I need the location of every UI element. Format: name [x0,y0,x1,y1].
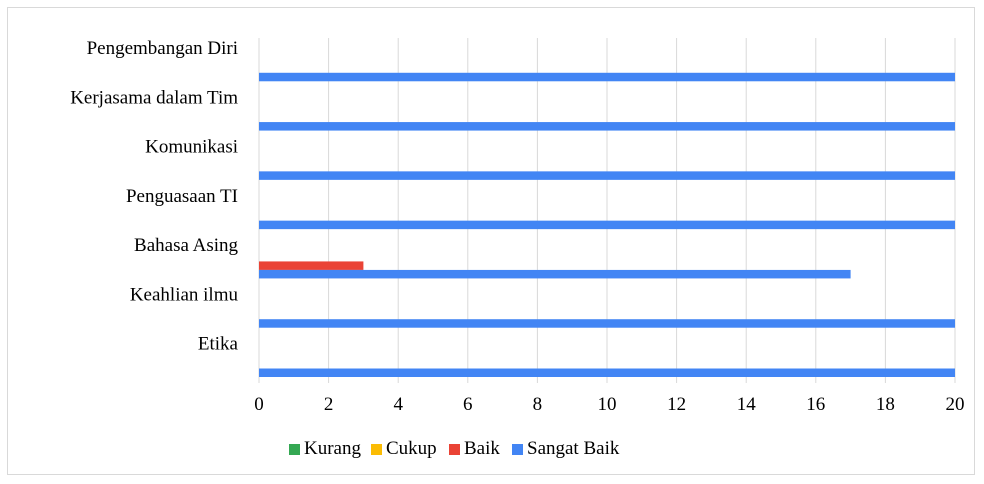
bar-sangat-baik [259,220,955,230]
legend-item: Kurang [289,438,361,460]
bar-baik [259,261,364,270]
category-label: Keahlian ilmu [130,284,239,305]
legend-item: Cukup [371,438,437,460]
category-label: Pengembangan Diri [87,38,238,59]
bar-sangat-baik [259,269,851,279]
legend-swatch [449,444,460,455]
x-tick-label: 16 [806,394,825,415]
x-tick-label: 6 [463,394,473,415]
category-label: Etika [198,334,239,355]
x-tick-label: 18 [876,394,895,415]
x-tick-label: 0 [254,394,264,415]
legend-label: Kurang [304,438,361,459]
legend-swatch [289,444,300,455]
x-tick-label: 20 [946,394,965,415]
bar-sangat-baik [259,122,955,131]
category-label: Bahasa Asing [134,235,238,256]
legend-label: Cukup [386,438,437,459]
bar-sangat-baik [259,72,955,82]
x-tick-label: 14 [737,394,757,415]
category-label: Penguasaan TI [126,186,238,207]
x-tick-label: 10 [598,394,617,415]
legend-swatch [371,444,382,455]
bar-sangat-baik [259,368,955,377]
bar-sangat-baik [259,319,955,328]
legend-swatch [512,444,523,455]
category-label: Komunikasi [145,137,238,158]
x-tick-label: 4 [393,394,403,415]
x-tick-label: 12 [667,394,686,415]
x-tick-label: 8 [533,394,543,415]
chart-frame [7,7,975,475]
legend-label: Baik [464,438,500,459]
legend-item: Sangat Baik [512,438,619,460]
x-tick-label: 2 [324,394,334,415]
bar-sangat-baik [259,171,955,180]
legend-item: Baik [449,438,500,460]
category-label: Kerjasama dalam Tim [70,87,238,108]
legend-label: Sangat Baik [527,438,620,459]
